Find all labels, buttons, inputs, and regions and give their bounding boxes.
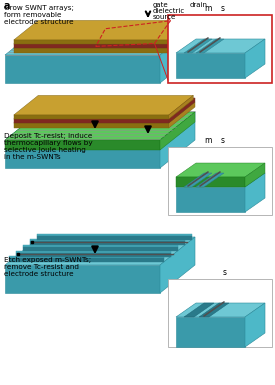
Bar	[168, 15, 272, 83]
Text: m: m	[204, 4, 212, 13]
Text: Etch exposed m-SWNTs;
remove Tc-resist and
electrode structure: Etch exposed m-SWNTs; remove Tc-resist a…	[4, 257, 91, 277]
Polygon shape	[176, 163, 265, 177]
Polygon shape	[5, 140, 160, 150]
Polygon shape	[176, 187, 245, 212]
Polygon shape	[14, 95, 193, 115]
Polygon shape	[5, 27, 195, 55]
Polygon shape	[14, 102, 195, 123]
Text: Deposit Tc-resist; induce
thermocapillary flows by
selective Joule heating
in th: Deposit Tc-resist; induce thermocapillar…	[4, 133, 93, 160]
Polygon shape	[15, 251, 170, 253]
Polygon shape	[23, 247, 177, 251]
Polygon shape	[14, 44, 169, 48]
Polygon shape	[245, 163, 265, 187]
Polygon shape	[9, 258, 164, 262]
Text: drain: drain	[190, 2, 208, 8]
Polygon shape	[169, 95, 193, 119]
Polygon shape	[169, 98, 195, 123]
Text: source: source	[153, 14, 176, 20]
Polygon shape	[15, 253, 170, 256]
Polygon shape	[184, 303, 214, 317]
Text: m: m	[204, 136, 212, 145]
Polygon shape	[176, 317, 245, 347]
Polygon shape	[184, 39, 212, 53]
Text: dielectric: dielectric	[153, 8, 185, 14]
Polygon shape	[5, 112, 195, 140]
Polygon shape	[160, 112, 195, 168]
Polygon shape	[37, 234, 191, 236]
Polygon shape	[196, 39, 224, 53]
Polygon shape	[170, 28, 195, 33]
Polygon shape	[199, 303, 229, 317]
Polygon shape	[9, 256, 164, 258]
Polygon shape	[5, 112, 195, 140]
Polygon shape	[196, 173, 224, 187]
Polygon shape	[37, 236, 191, 240]
Text: s: s	[221, 136, 225, 145]
Polygon shape	[14, 23, 195, 44]
Polygon shape	[245, 39, 265, 78]
Polygon shape	[5, 55, 160, 83]
Polygon shape	[169, 23, 195, 48]
Polygon shape	[23, 245, 177, 247]
Polygon shape	[29, 239, 185, 241]
Polygon shape	[160, 237, 195, 293]
Text: a: a	[4, 1, 10, 11]
Text: Grow SWNT arrays;
form removable
electrode structure: Grow SWNT arrays; form removable electro…	[4, 5, 74, 25]
Polygon shape	[190, 28, 195, 35]
Bar	[168, 279, 272, 347]
Polygon shape	[169, 27, 195, 53]
Polygon shape	[5, 237, 195, 265]
Polygon shape	[14, 98, 195, 119]
Polygon shape	[5, 140, 160, 168]
Polygon shape	[14, 20, 193, 40]
Polygon shape	[176, 177, 245, 187]
Polygon shape	[14, 123, 169, 128]
Polygon shape	[176, 303, 265, 317]
Text: s: s	[221, 4, 225, 13]
Polygon shape	[14, 27, 195, 48]
Polygon shape	[14, 48, 169, 53]
Polygon shape	[169, 20, 193, 44]
Polygon shape	[160, 112, 195, 150]
Polygon shape	[14, 40, 169, 44]
Text: gate: gate	[153, 2, 169, 8]
Polygon shape	[169, 102, 195, 128]
Bar	[168, 147, 272, 215]
Polygon shape	[5, 265, 160, 293]
Polygon shape	[29, 241, 185, 245]
Polygon shape	[160, 27, 195, 83]
Polygon shape	[176, 173, 265, 187]
Polygon shape	[245, 173, 265, 212]
Polygon shape	[14, 119, 169, 123]
Polygon shape	[176, 39, 265, 53]
Polygon shape	[245, 303, 265, 347]
Polygon shape	[170, 33, 190, 35]
Text: s: s	[223, 268, 227, 277]
Polygon shape	[176, 53, 245, 78]
Polygon shape	[184, 173, 212, 187]
Polygon shape	[14, 115, 169, 119]
